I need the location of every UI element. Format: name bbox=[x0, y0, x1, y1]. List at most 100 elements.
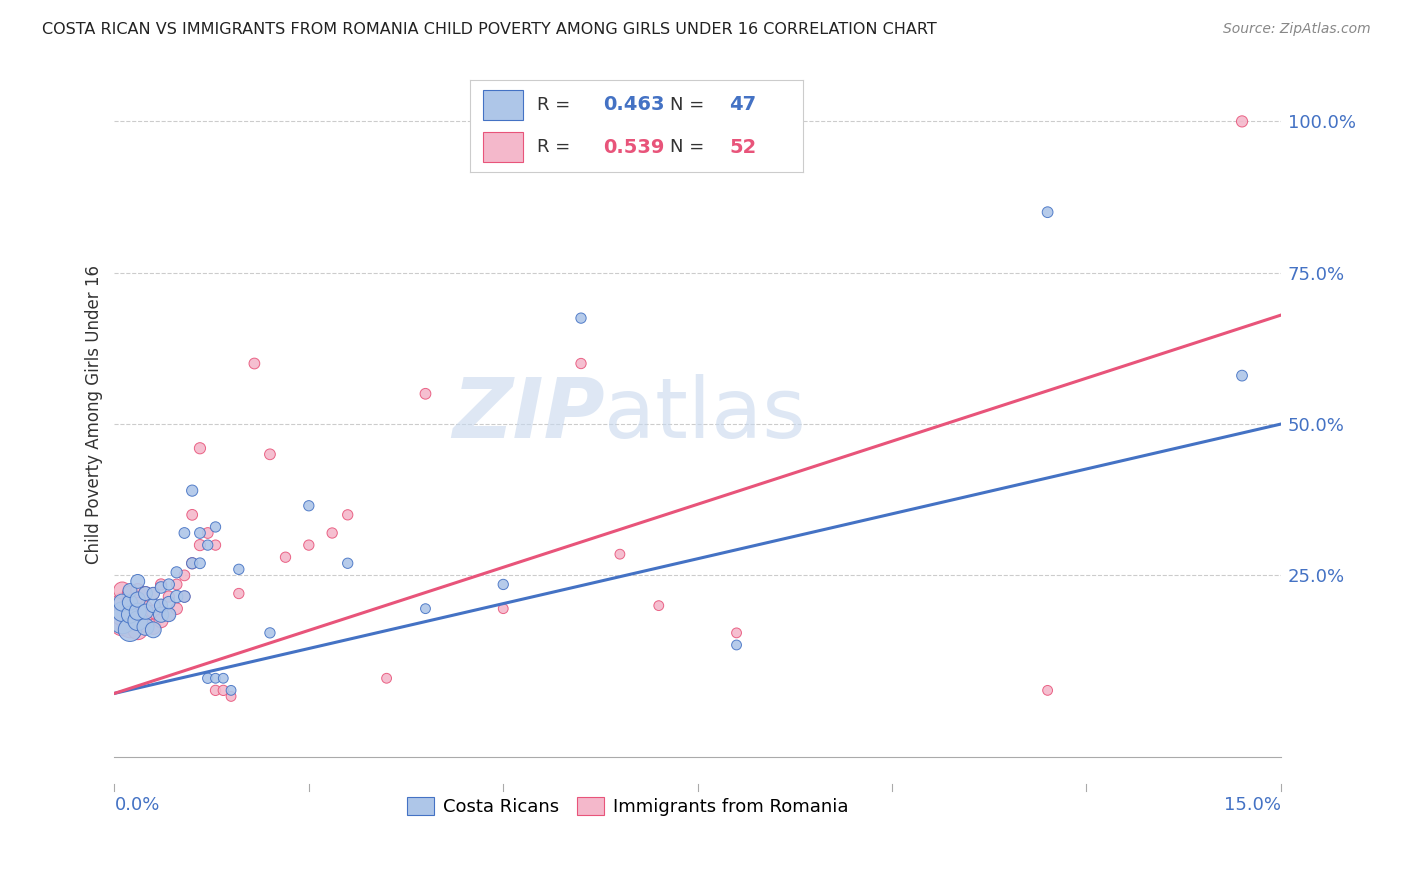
Point bbox=[181, 556, 204, 570]
Point bbox=[609, 547, 631, 561]
Point bbox=[228, 586, 250, 600]
Point bbox=[725, 638, 748, 652]
Text: Source: ZipAtlas.com: Source: ZipAtlas.com bbox=[1223, 22, 1371, 37]
Point bbox=[127, 574, 149, 589]
Point bbox=[181, 483, 204, 498]
Point bbox=[150, 607, 173, 622]
Point bbox=[127, 596, 149, 610]
Legend: Costa Ricans, Immigrants from Romania: Costa Ricans, Immigrants from Romania bbox=[399, 789, 856, 823]
Point bbox=[150, 599, 173, 613]
Point bbox=[197, 671, 219, 685]
Point bbox=[134, 605, 156, 619]
Point bbox=[111, 583, 134, 598]
Point bbox=[127, 611, 149, 625]
Point bbox=[219, 683, 242, 698]
Point bbox=[134, 620, 156, 634]
Point bbox=[298, 538, 321, 552]
Point bbox=[118, 623, 141, 637]
Point bbox=[204, 671, 226, 685]
Point bbox=[142, 620, 165, 634]
Text: 0.0%: 0.0% bbox=[114, 797, 160, 814]
Point bbox=[157, 590, 180, 604]
Point bbox=[157, 607, 180, 622]
Point bbox=[134, 586, 156, 600]
Point bbox=[197, 526, 219, 541]
Point bbox=[134, 601, 156, 615]
Point bbox=[569, 357, 592, 371]
Point bbox=[118, 583, 141, 598]
Point bbox=[142, 599, 165, 613]
Point bbox=[111, 614, 134, 628]
Point bbox=[212, 683, 235, 698]
Text: ZIP: ZIP bbox=[451, 375, 605, 456]
Point bbox=[492, 577, 515, 591]
Point bbox=[173, 590, 195, 604]
Point bbox=[127, 605, 149, 619]
Point bbox=[118, 620, 141, 634]
Point bbox=[204, 683, 226, 698]
Point bbox=[415, 601, 437, 615]
Point bbox=[492, 601, 515, 615]
Text: COSTA RICAN VS IMMIGRANTS FROM ROMANIA CHILD POVERTY AMONG GIRLS UNDER 16 CORREL: COSTA RICAN VS IMMIGRANTS FROM ROMANIA C… bbox=[42, 22, 936, 37]
Point bbox=[274, 550, 297, 565]
Point bbox=[1230, 114, 1253, 128]
Point bbox=[142, 605, 165, 619]
Point bbox=[259, 447, 281, 461]
Point bbox=[150, 577, 173, 591]
Point bbox=[188, 526, 211, 541]
Point bbox=[725, 625, 748, 640]
Point bbox=[166, 590, 188, 604]
Point bbox=[219, 690, 242, 704]
Point bbox=[111, 616, 134, 631]
Point bbox=[166, 577, 188, 591]
Point bbox=[166, 601, 188, 615]
Point bbox=[111, 605, 134, 619]
Point bbox=[212, 671, 235, 685]
Point bbox=[157, 577, 180, 591]
Point bbox=[111, 607, 134, 622]
Point bbox=[150, 599, 173, 613]
Point bbox=[142, 623, 165, 637]
Point bbox=[111, 596, 134, 610]
Point bbox=[118, 607, 141, 622]
Point bbox=[1036, 683, 1059, 698]
Point bbox=[118, 607, 141, 622]
Point bbox=[157, 607, 180, 622]
Point bbox=[118, 596, 141, 610]
Point bbox=[188, 538, 211, 552]
Point bbox=[173, 568, 195, 582]
Point bbox=[1036, 205, 1059, 219]
Point bbox=[142, 586, 165, 600]
Point bbox=[188, 442, 211, 456]
Y-axis label: Child Poverty Among Girls Under 16: Child Poverty Among Girls Under 16 bbox=[86, 266, 103, 565]
Point bbox=[127, 592, 149, 607]
Point bbox=[204, 520, 226, 534]
Point bbox=[569, 311, 592, 326]
Point bbox=[259, 625, 281, 640]
Point bbox=[118, 596, 141, 610]
Point bbox=[150, 614, 173, 628]
Point bbox=[243, 357, 266, 371]
Point bbox=[134, 586, 156, 600]
Point bbox=[173, 590, 195, 604]
Point bbox=[142, 586, 165, 600]
Point bbox=[173, 526, 195, 541]
Point bbox=[150, 581, 173, 595]
Point bbox=[321, 526, 343, 541]
Point bbox=[127, 583, 149, 598]
Point bbox=[111, 596, 134, 610]
Point bbox=[127, 614, 149, 628]
Point bbox=[118, 586, 141, 600]
Point bbox=[336, 556, 359, 570]
Point bbox=[197, 538, 219, 552]
Point bbox=[298, 499, 321, 513]
Point bbox=[134, 616, 156, 631]
Text: atlas: atlas bbox=[605, 375, 806, 456]
Point bbox=[375, 671, 398, 685]
Point bbox=[648, 599, 671, 613]
Point bbox=[157, 596, 180, 610]
Point bbox=[415, 386, 437, 401]
Point bbox=[181, 556, 204, 570]
Point bbox=[228, 562, 250, 576]
Point bbox=[181, 508, 204, 522]
